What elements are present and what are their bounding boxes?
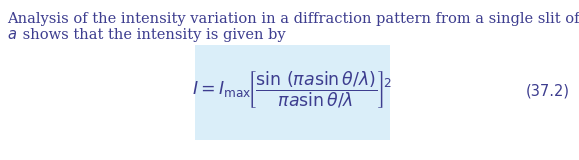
Text: shows that the intensity is given by: shows that the intensity is given by xyxy=(18,28,285,42)
Text: $I = I_{\mathrm{max}}\!\left[\dfrac{\sin\,(\pi a\sin\theta/\lambda)}{\pi a\sin\t: $I = I_{\mathrm{max}}\!\left[\dfrac{\sin… xyxy=(192,70,393,111)
Text: Analysis of the intensity variation in a diffraction pattern from a single slit : Analysis of the intensity variation in a… xyxy=(7,12,579,26)
FancyBboxPatch shape xyxy=(195,45,390,140)
Text: (37.2): (37.2) xyxy=(526,83,570,98)
Text: $a$: $a$ xyxy=(7,28,17,42)
